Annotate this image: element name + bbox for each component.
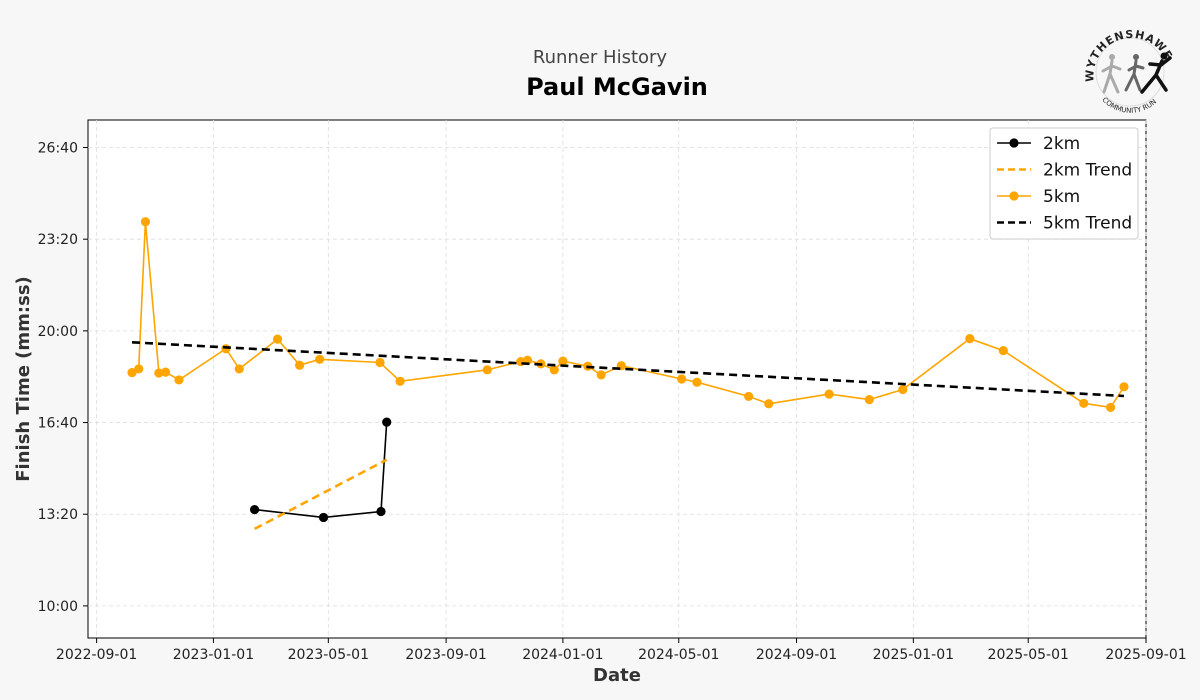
data-point-5km [1105, 402, 1116, 413]
legend-label: 5km [1043, 187, 1080, 207]
data-point-5km [965, 334, 975, 344]
runner-silhouette-dark [1140, 52, 1172, 94]
x-tick-label: 2022-09-01 [56, 647, 137, 663]
series-line-2km [254, 422, 388, 519]
data-point-5km [234, 364, 244, 374]
x-tick-label: 2025-01-01 [873, 647, 954, 663]
data-point-5km [134, 364, 144, 374]
data-point-5km [998, 345, 1008, 356]
data-point-5km [764, 399, 774, 409]
data-point-5km [482, 365, 492, 375]
x-tick-label: 2025-09-01 [1105, 647, 1186, 663]
x-tick-label: 2024-09-01 [756, 647, 837, 663]
data-point-5km [315, 354, 325, 364]
series-line-5km [131, 221, 1125, 409]
data-point-5km [1079, 398, 1089, 408]
x-tick-label: 2024-01-01 [522, 647, 603, 663]
data-point-2km [382, 417, 392, 427]
x-axis-label: Date [593, 665, 641, 686]
data-point-5km [160, 367, 171, 377]
data-point-5km [677, 374, 687, 384]
y-tick-label: 26:40 [38, 141, 78, 157]
y-tick-label: 13:20 [38, 507, 78, 523]
y-axis-label: Finish Time (mm:ss) [13, 276, 34, 482]
data-point-5km [824, 389, 834, 399]
data-point-2km [318, 512, 329, 523]
x-tick-label: 2025-05-01 [988, 647, 1069, 663]
data-point-5km [898, 384, 908, 395]
chart-title: Paul McGavin [526, 73, 708, 101]
runner-silhouette-mid [1124, 54, 1145, 92]
y-tick-label: 10:00 [38, 599, 78, 615]
legend-box [989, 127, 1139, 240]
data-point-5km [154, 368, 164, 378]
data-point-5km [174, 375, 184, 385]
data-point-5km [596, 370, 606, 380]
x-tick-label: 2023-09-01 [405, 647, 486, 663]
y-tick-label: 16:40 [38, 416, 78, 432]
data-point-5km [375, 357, 385, 368]
legend-label: 2km Trend [1043, 161, 1132, 181]
y-tick-label: 23:20 [38, 232, 78, 248]
x-tick-label: 2023-01-01 [173, 647, 254, 663]
data-point-2km [249, 505, 260, 515]
data-point-5km [272, 334, 283, 344]
data-point-2km [376, 506, 386, 517]
data-point-5km [744, 391, 754, 402]
data-point-5km [1119, 382, 1129, 392]
data-point-5km [127, 367, 137, 378]
plot-area [87, 119, 1147, 639]
series-line-5km-trend [131, 341, 1125, 398]
data-point-5km [549, 365, 559, 375]
data-point-5km [558, 356, 568, 366]
x-tick-label: 2023-05-01 [288, 647, 369, 663]
chart-subtitle: Runner History [533, 47, 668, 68]
wythenshawe-logo: WYTHENSHAWE COMMUNITY RUN [1083, 28, 1174, 115]
legend-swatch-marker [1009, 191, 1019, 201]
y-tick-label: 20:00 [38, 324, 78, 340]
legend-label: 2km [1043, 134, 1080, 154]
runner-silhouette-light [1101, 54, 1122, 94]
data-point-5km [295, 360, 305, 370]
legend-swatch-marker [1009, 138, 1019, 148]
series-line-2km-trend [253, 458, 388, 531]
x-tick-label: 2024-05-01 [638, 647, 719, 663]
legend-label: 5km Trend [1043, 214, 1132, 234]
data-point-5km [864, 395, 874, 405]
data-point-5km [692, 377, 702, 387]
data-point-5km [395, 376, 405, 386]
data-point-5km [140, 217, 151, 227]
